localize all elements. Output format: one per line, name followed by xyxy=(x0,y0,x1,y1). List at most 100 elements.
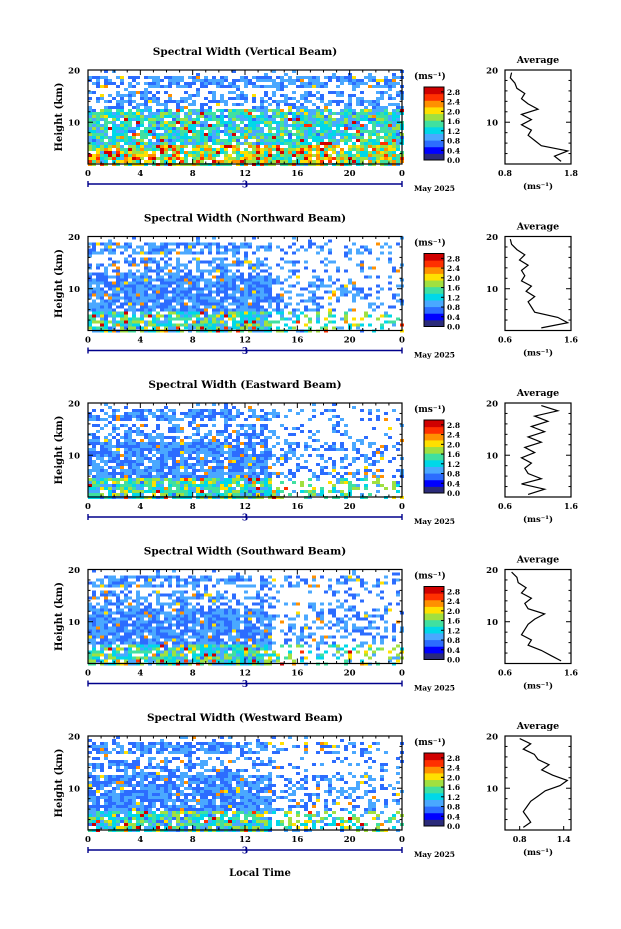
heatmap-cell xyxy=(284,160,288,163)
heatmap-cell xyxy=(124,248,128,252)
heatmap-cell xyxy=(244,314,248,318)
heatmap-cell xyxy=(328,124,332,127)
heatmap-cell xyxy=(176,275,180,279)
heatmap-cell xyxy=(116,287,120,291)
heatmap-cell xyxy=(180,460,184,463)
heatmap-cell xyxy=(112,287,116,291)
heatmap-cell xyxy=(376,290,380,294)
heatmap-cell xyxy=(340,457,344,460)
heatmap-cell xyxy=(132,100,136,103)
heatmap-cell xyxy=(312,472,316,475)
heatmap-cell xyxy=(296,469,300,472)
heatmap-cell xyxy=(292,70,296,73)
heatmap-cell xyxy=(256,490,260,493)
heatmap-cell xyxy=(368,85,372,88)
heatmap-cell xyxy=(244,290,248,294)
heatmap-cell xyxy=(240,427,244,430)
heatmap-cell xyxy=(188,124,192,127)
heatmap-cell xyxy=(144,242,148,246)
heatmap-cell xyxy=(216,100,220,103)
heatmap-cell xyxy=(220,469,224,472)
heatmap-cell xyxy=(160,412,164,415)
heatmap-cell xyxy=(220,302,224,306)
heatmap-cell xyxy=(88,415,92,418)
heatmap-cell xyxy=(312,290,316,294)
heatmap-cell xyxy=(224,323,228,327)
heatmap-cell xyxy=(140,148,144,151)
heatmap-cell xyxy=(388,79,392,82)
heatmap-cell xyxy=(352,484,356,487)
heatmap-cell xyxy=(144,106,148,109)
heatmap-cell xyxy=(328,320,332,324)
heatmap-cell xyxy=(368,130,372,133)
heatmap-cell xyxy=(136,154,140,157)
heatmap-cell xyxy=(316,493,320,496)
heatmap-cell xyxy=(212,415,216,418)
heatmap-cell xyxy=(88,493,92,496)
heatmap-cell xyxy=(116,314,120,318)
heatmap-cell xyxy=(196,124,200,127)
heatmap-cell xyxy=(296,275,300,279)
heatmap-cell xyxy=(120,460,124,463)
colorbar-tick-label: 1.6 xyxy=(447,450,460,459)
heatmap-cell xyxy=(152,439,156,442)
x-tick-label: 20 xyxy=(344,336,356,346)
heatmap-cell xyxy=(232,487,236,490)
heatmap-cell xyxy=(228,242,232,246)
colorbar-swatch xyxy=(424,306,444,314)
heatmap-cell xyxy=(336,296,340,300)
heatmap-cell xyxy=(176,308,180,312)
heatmap-cell xyxy=(216,469,220,472)
heatmap-cell xyxy=(192,142,196,145)
heatmap-cell xyxy=(292,139,296,142)
heatmap-cell xyxy=(120,463,124,466)
heatmap-cell xyxy=(200,127,204,130)
heatmap-cell xyxy=(248,460,252,463)
heatmap-cell xyxy=(124,424,128,427)
heatmap-cell xyxy=(272,148,276,151)
heatmap-cell xyxy=(276,112,280,115)
heatmap-cell xyxy=(236,475,240,478)
heatmap-cell xyxy=(280,454,284,457)
heatmap-cell xyxy=(200,290,204,294)
heatmap-cell xyxy=(192,242,196,246)
heatmap-cell xyxy=(264,445,268,448)
heatmap-cell xyxy=(152,133,156,136)
heatmap-cell xyxy=(372,475,376,478)
heatmap-cell xyxy=(376,475,380,478)
heatmap-cell xyxy=(140,430,144,433)
heatmap-cell xyxy=(92,415,96,418)
heatmap-cell xyxy=(376,242,380,246)
heatmap-cell xyxy=(264,484,268,487)
heatmap-cell xyxy=(212,436,216,439)
heatmap-cell xyxy=(264,457,268,460)
heatmap-cell xyxy=(116,454,120,457)
heatmap-cell xyxy=(252,305,256,309)
heatmap-cell xyxy=(284,451,288,454)
heatmap-cell xyxy=(212,118,216,121)
heatmap-cell xyxy=(188,281,192,285)
heatmap-cell xyxy=(144,445,148,448)
heatmap-cell xyxy=(324,448,328,451)
heatmap-cell xyxy=(204,82,208,85)
heatmap-cell xyxy=(100,460,104,463)
heatmap-cell xyxy=(300,490,304,493)
heatmap-cell xyxy=(88,296,92,300)
heatmap-cell xyxy=(132,284,136,288)
heatmap-cell xyxy=(172,272,176,276)
heatmap-cell xyxy=(100,487,104,490)
heatmap-cell xyxy=(236,136,240,139)
heatmap-cell xyxy=(228,460,232,463)
heatmap-cell xyxy=(252,263,256,267)
heatmap-cell xyxy=(260,106,264,109)
heatmap-cell xyxy=(392,305,396,309)
heatmap-cell xyxy=(300,94,304,97)
heatmap-cell xyxy=(240,272,244,276)
heatmap-cell xyxy=(320,326,324,330)
heatmap-cell xyxy=(376,118,380,121)
heatmap-cell xyxy=(92,308,96,312)
heatmap-cell xyxy=(104,281,108,285)
heatmap-cell xyxy=(224,154,228,157)
heatmap-cell xyxy=(196,326,200,330)
heatmap-cell xyxy=(108,487,112,490)
